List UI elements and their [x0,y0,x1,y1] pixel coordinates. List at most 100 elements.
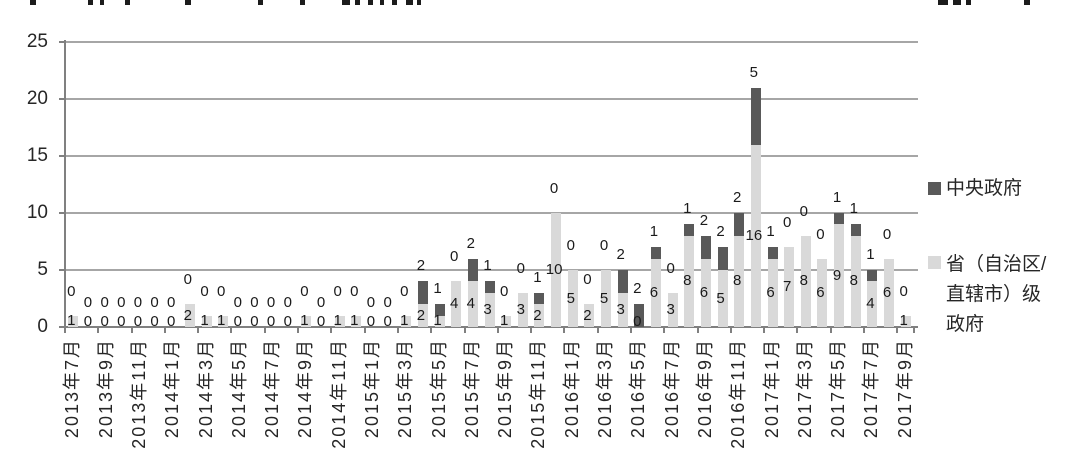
x-axis-tick-label: 2015年5月 [428,338,449,439]
x-axis-tick-label: 2014年1月 [162,338,183,439]
x-axis-tick-label: 2014年9月 [295,338,316,439]
bar-label-central: 0 [782,214,792,232]
cropped-text-remnant [368,0,373,5]
gridline-5 [65,269,918,271]
x-axis-tick [696,327,699,333]
bar-label-provincial: 9 [832,266,842,284]
bar-label-provincial: 5 [716,289,725,307]
bar-segment-provincial [334,315,345,327]
bar-label-provincial: 2 [183,306,193,324]
bar-segment-central [634,304,645,327]
bar-segment-provincial [218,315,229,327]
bar-segment-central [767,247,778,259]
bar-label-provincial: 1 [899,312,908,330]
x-axis-tick [396,327,399,333]
bar-label-provincial: 1 [400,312,409,330]
bar-label-central: 1 [433,280,442,298]
bar-label-central: 0 [566,237,575,254]
y-axis-tick-label: 5 [37,259,48,280]
y-axis-tick [59,155,65,157]
x-axis-tick [913,327,915,333]
cropped-text-remnant [380,0,384,5]
bar-label-central: 2 [416,257,426,275]
x-axis-tick-label: 2014年3月 [195,338,216,439]
bar-segment-provincial [650,258,661,327]
bar-label-central: 1 [849,200,858,218]
bar-label-central: 0 [216,282,226,300]
bar-label-central: 0 [316,294,326,311]
cropped-text-remnant [30,0,36,5]
bar-label-provincial: 4 [450,295,459,313]
bar-segment-provincial [351,315,362,327]
x-axis-tick [163,327,166,333]
bar-label-central: 2 [633,280,642,298]
bar-segment-provincial [184,304,195,327]
y-axis-tick [59,212,65,214]
bar-segment-provincial [834,224,845,327]
bar-label-central: 0 [67,282,76,300]
bar-segment-provincial [551,213,562,327]
bar-segment-provincial [784,247,795,327]
bar-label-provincial: 3 [516,300,525,318]
bar-segment-provincial [750,144,761,327]
bar-label-provincial: 8 [683,272,692,290]
legend-swatch-provincial [928,256,941,269]
bar-segment-provincial [800,235,811,327]
bar-label-central: 0 [266,294,276,311]
legend-label-provincial: 省（自治区/ 直辖市）级 政府 [946,250,1046,340]
bar-label-provincial: 0 [366,313,376,330]
x-axis-tick-label: 2015年9月 [495,338,516,439]
x-axis-tick [130,327,133,333]
bar-label-central: 1 [649,223,659,241]
x-axis-tick [829,327,832,333]
bar-label-provincial: 7 [782,278,792,296]
y-axis-tick [59,269,65,271]
cropped-text-remnant [966,0,971,5]
bar-label-provincial: 0 [383,313,392,330]
cropped-text-remnant [125,0,130,5]
bar-label-provincial: 10 [545,261,563,278]
x-axis-tick-label: 2016年7月 [661,338,682,439]
bar-segment-central [734,213,745,236]
bar-label-provincial: 0 [250,313,259,330]
bar-label-central: 5 [749,63,759,81]
x-axis-tick [330,327,333,333]
bar-segment-provincial [417,304,428,327]
bar-segment-provincial [484,292,495,327]
cropped-text-remnant [1024,0,1030,5]
y-axis-tick-label: 20 [26,88,48,109]
bar-label-central: 0 [666,259,675,277]
bar-label-provincial: 2 [583,306,592,324]
y-axis-tick-label: 25 [26,31,48,52]
bar-label-provincial: 6 [649,283,659,301]
x-axis-tick-label: 2016年9月 [694,338,715,439]
bar-label-provincial: 1 [350,312,359,330]
bar-segment-provincial [451,281,462,327]
cropped-text-remnant [300,0,305,5]
bar-label-central: 0 [117,294,126,311]
bar-segment-provincial [467,281,478,327]
bar-segment-provincial [900,315,911,327]
bar-label-provincial: 6 [699,283,709,301]
x-axis-tick [630,327,632,333]
bar-segment-central [684,224,695,236]
bar-label-central: 0 [799,202,808,220]
bar-label-provincial: 0 [133,313,143,330]
bar-label-provincial: 1 [300,312,309,330]
bar-segment-central [617,270,628,293]
x-axis-tick-label: 2014年7月 [262,338,283,439]
x-axis-tick-label: 2016年5月 [628,338,649,439]
x-axis-tick [563,327,566,333]
bar-segment-central [700,235,711,259]
x-axis-tick [463,327,466,333]
bar-segment-provincial [501,315,512,327]
bar-label-central: 0 [133,294,143,311]
bar-segment-central [417,281,428,305]
bar-segment-central [750,87,761,145]
bar-segment-central [434,304,445,316]
bar-segment-provincial [717,270,728,327]
bar-label-central: 1 [533,268,542,286]
y-axis-tick-label: 15 [26,145,48,166]
x-axis-tick [530,327,533,333]
